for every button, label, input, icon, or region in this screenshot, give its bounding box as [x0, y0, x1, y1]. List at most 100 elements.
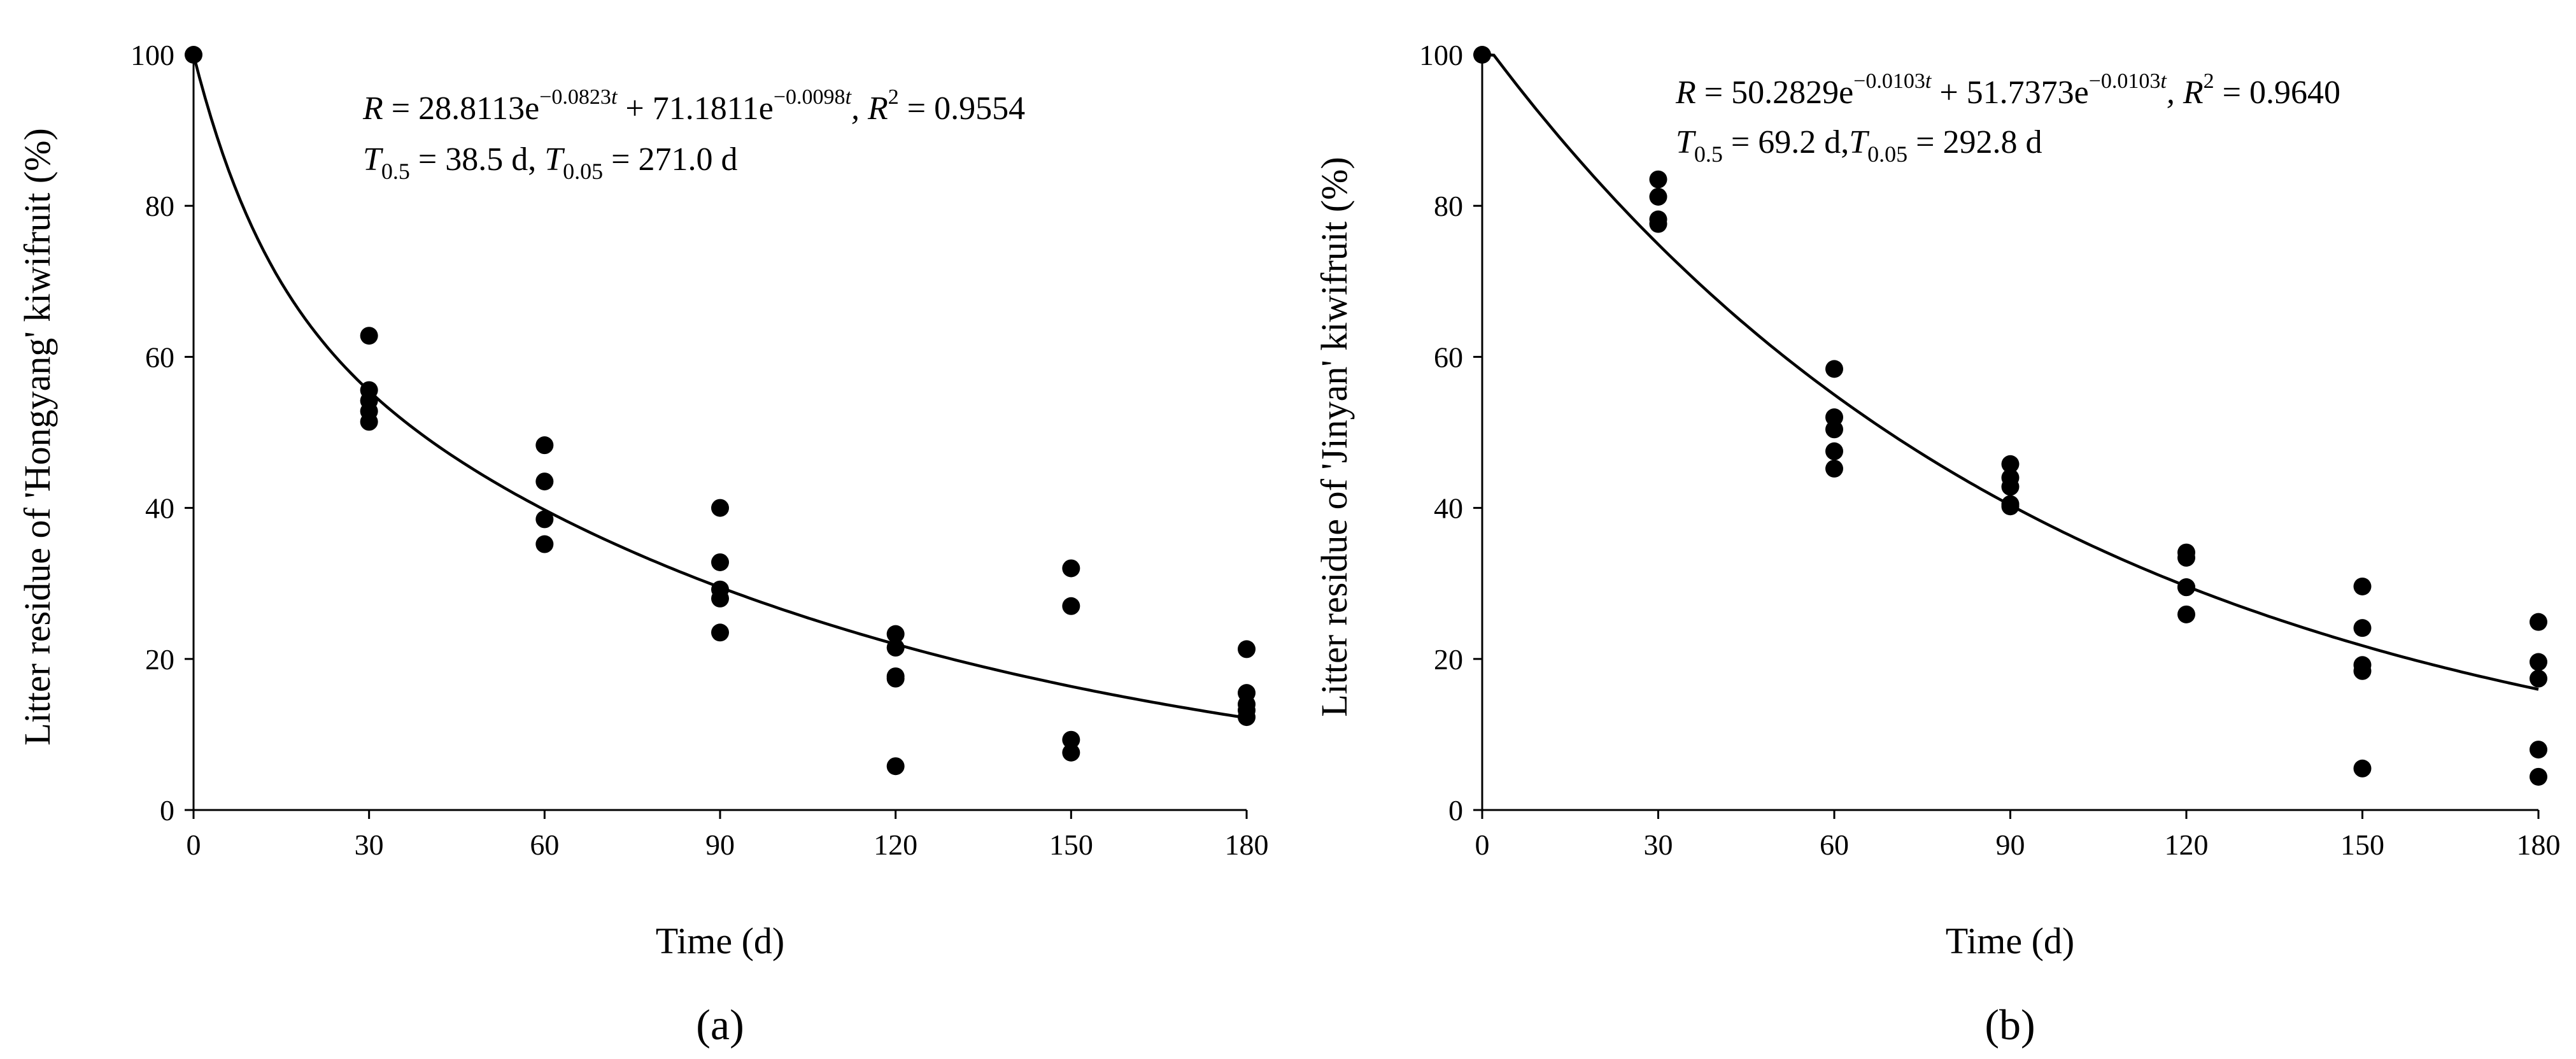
panel-b-eq-exp2-t: t — [2160, 69, 2167, 93]
panel-b-data-point — [1649, 215, 1667, 233]
panel-b-ticks: 0 30 60 90 120 150 180 0 20 40 60 80 100 — [1419, 39, 2561, 861]
panel-a-y-tick-label: 80 — [145, 190, 174, 222]
panel-b-eq-exp1-t: t — [1925, 69, 1932, 93]
panel-a-data-point — [535, 535, 554, 553]
panel-a-x-tick-label: 120 — [874, 828, 917, 861]
panel-b-x-tick-label: 60 — [1820, 828, 1849, 861]
panel-a-data-point — [535, 510, 554, 529]
panel-a-t95-sub: 0.05 — [563, 159, 603, 184]
panel-b-data-point — [1825, 459, 1843, 478]
panel-b-x-tick-label: 150 — [2340, 828, 2384, 861]
panel-b-eq-r2-label: , R — [2167, 75, 2204, 111]
panel-a-data-point — [711, 553, 729, 571]
panel-a-x-tick-label: 0 — [187, 828, 201, 861]
panel-b-y-tick-label: 80 — [1434, 190, 1463, 222]
panel-b-y-tick-label: 20 — [1434, 643, 1463, 676]
panel-a-data-point — [360, 327, 378, 345]
panel-b-data-point — [1825, 360, 1843, 378]
panel-b-fit-curve — [1482, 53, 2539, 691]
panel-a-eq-exp2: −0.0098 — [774, 85, 846, 109]
panel-a-data-point — [886, 625, 905, 643]
panel-a-ticks: 0 30 60 90 120 150 180 0 20 40 60 80 100 — [131, 39, 1269, 861]
panel-b-equation: R = 50.2829e−0.0103t + 51.7373e−0.0103t,… — [1675, 69, 2340, 111]
panel-b-data-point — [2353, 759, 2372, 778]
panel-b-t-half: T — [1676, 124, 1696, 160]
panel-b-data-point — [2353, 619, 2372, 637]
panel-a-y-tick-label: 20 — [145, 643, 174, 676]
panel-a-x-tick-label: 30 — [355, 828, 384, 861]
panel-a-y-tick-label: 100 — [131, 39, 174, 71]
panel-a-y-axis-title: Litter residue of 'Hongyang' kiwifruit (… — [17, 128, 58, 746]
panel-b-data-point — [2177, 605, 2195, 623]
panel-b-y-tick-label: 100 — [1419, 39, 1463, 71]
panel-a-data-point — [711, 623, 729, 642]
panel-a-y-tick-label: 40 — [145, 492, 174, 525]
panel-a-t-half-value: = 38.5 d, — [410, 141, 544, 178]
panel-b-t95-sub: 0.05 — [1867, 141, 1907, 167]
panel-a-x-tick-label: 60 — [530, 828, 559, 861]
panel-a-data-point — [535, 473, 554, 491]
panel-b: 0 30 60 90 120 150 180 0 20 40 60 80 100 Time (d) Li… — [1313, 39, 2561, 1049]
panel-b-t-half-sub: 0.5 — [1694, 141, 1723, 167]
panel-b-x-tick-label: 180 — [2517, 828, 2561, 861]
panel-b-eq-r2-exp: 2 — [2204, 69, 2214, 93]
panel-b-y-tick-label: 0 — [1448, 794, 1463, 827]
panel-a-t-half: T — [363, 141, 383, 178]
panel-b-y-axis-title: Litter residue of 'Jinyan' kiwifruit (%) — [1313, 157, 1355, 716]
panel-a-eq-r2-value: = 0.9554 — [899, 90, 1025, 127]
panel-b-data-point — [1649, 187, 1667, 206]
panel-a-eq-r: R — [362, 90, 383, 127]
panel-b-t95-value: = 292.8 d — [1907, 124, 2042, 160]
panel-a-t95-value: = 271.0 d — [603, 141, 737, 178]
panel-a-data-point — [1062, 597, 1080, 615]
panel-a-eq-exp2-t: t — [846, 85, 853, 109]
panel-a-eq-term1: = 28.8113e — [383, 90, 539, 127]
panel-b-t95: T — [1849, 124, 1869, 160]
panel-b-label: (b) — [1985, 1000, 2035, 1049]
panel-a-data-point — [1062, 559, 1080, 578]
panel-b-data-point — [2530, 669, 2547, 688]
panel-a-y-tick-label: 0 — [160, 794, 174, 827]
panel-a-y-tick-label: 60 — [145, 341, 174, 373]
panel-b-data-point — [2177, 548, 2195, 567]
panel-b-eq-term2: + 51.7373e — [1931, 75, 2088, 111]
panel-a-data-point — [711, 499, 729, 517]
panel-a-eq-r2-exp: 2 — [888, 85, 899, 109]
panel-b-data-point — [1649, 170, 1667, 188]
panel-a-data-point — [1238, 640, 1256, 658]
panel-a-eq-exp1-t: t — [611, 85, 618, 109]
panel-a-label: (a) — [696, 1000, 744, 1049]
panel-a: 0 30 60 90 120 150 180 0 20 40 60 80 100 Time (d) Li… — [17, 39, 1269, 1049]
panel-a-equation: R = 28.8113e−0.0823t + 71.1811e−0.0098t,… — [362, 85, 1025, 127]
panel-b-half-life: T0.5 = 69.2 d,T0.05 = 292.8 d — [1676, 124, 2042, 167]
panel-a-data-point — [1062, 743, 1080, 762]
panel-b-t-half-value: = 69.2 d, — [1723, 124, 1849, 160]
panel-b-y-tick-label: 60 — [1434, 341, 1463, 373]
panel-a-data-point — [886, 757, 905, 776]
panel-b-data-point — [2353, 662, 2372, 680]
panel-b-eq-r2-value: = 0.9640 — [2214, 75, 2340, 111]
panel-a-x-axis-title: Time (d) — [656, 920, 785, 962]
panel-b-data-point — [2001, 455, 2020, 473]
panel-b-eq-exp1: −0.0103 — [1853, 69, 1925, 93]
panel-a-data-point — [535, 436, 554, 455]
panel-b-x-tick-label: 90 — [1996, 828, 2025, 861]
panel-a-eq-term2: + 71.1811e — [617, 90, 773, 127]
panel-b-x-tick-label: 0 — [1475, 828, 1490, 861]
panel-a-eq-r2-label: , R — [851, 90, 888, 127]
panel-b-x-tick-label: 30 — [1644, 828, 1673, 861]
panel-a-data-point — [711, 589, 729, 608]
panel-b-y-tick-label: 40 — [1434, 492, 1463, 525]
panel-b-data-point — [2530, 613, 2547, 631]
panel-a-x-tick-label: 90 — [705, 828, 735, 861]
panel-a-data-point — [1062, 730, 1080, 749]
panel-b-data-point — [2530, 767, 2547, 786]
panel-b-data-point — [2353, 577, 2372, 595]
panel-b-data-point — [2001, 478, 2020, 496]
panel-b-data-point — [1825, 442, 1843, 460]
panel-a-t95: T — [544, 141, 565, 178]
panel-a-data-point — [360, 413, 378, 431]
panel-b-x-axis-title: Time (d) — [1946, 920, 2075, 962]
panel-a-fit-curve — [192, 54, 1247, 720]
